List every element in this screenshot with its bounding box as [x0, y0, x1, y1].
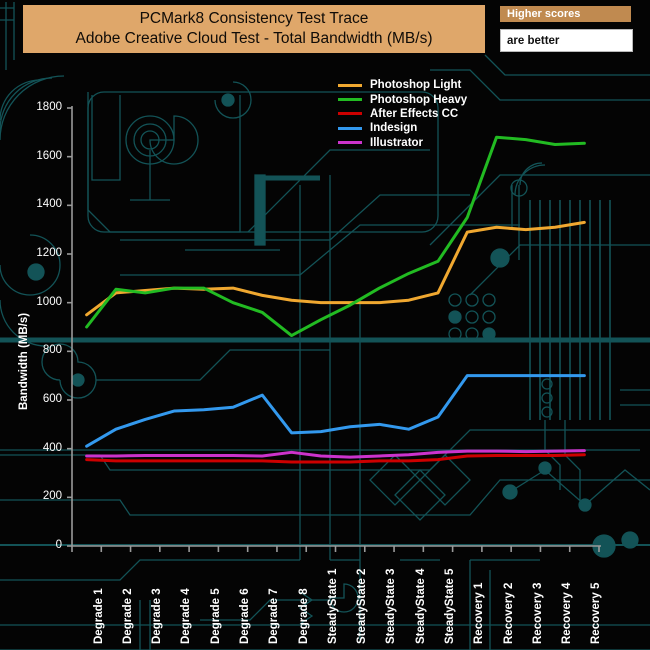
x-axis-tick-label: Recovery 3	[531, 582, 544, 644]
series-line-indesign	[85, 374, 586, 448]
legend-color-swatch	[338, 98, 362, 102]
y-axis-tick-label: 1400	[36, 198, 62, 211]
legend-item: Photoshop Heavy	[338, 92, 467, 106]
x-axis-tick-label: Degrade 2	[121, 588, 134, 644]
x-axis-tick-label: Recovery 1	[473, 582, 486, 644]
series-line-after-effects-cc	[85, 453, 586, 464]
x-axis-tick-label: Degrade 7	[268, 588, 281, 644]
chart-legend: Photoshop Light Photoshop Heavy After Eff…	[338, 78, 467, 150]
y-axis-tick-label: 0	[55, 539, 62, 551]
chart-axis-lines	[71, 106, 601, 547]
y-axis-tick-label: 1000	[36, 295, 62, 308]
legend-item: After Effects CC	[338, 107, 467, 121]
status-badge-sublabel: are better	[507, 34, 560, 47]
legend-item-label: Illustrator	[370, 136, 424, 149]
page-title-line1: PCMark8 Consistency Test Trace	[139, 10, 369, 27]
x-axis-tick-label: Degrade 6	[239, 588, 252, 644]
x-axis-tick-label: SteadyState 2	[356, 568, 369, 644]
legend-item-label: Indesign	[370, 122, 418, 135]
page-title-line2: Adobe Creative Cloud Test - Total Bandwi…	[75, 30, 433, 47]
status-badge-higher-scores: Higher scores	[500, 6, 631, 22]
series-line-photoshop-heavy	[85, 135, 586, 338]
legend-item-label: Photoshop Heavy	[370, 93, 468, 106]
x-axis-tick-label: Degrade 3	[151, 588, 164, 644]
x-axis-tick-label: SteadyState 1	[326, 568, 339, 644]
y-axis-tick-label: 1200	[36, 247, 62, 259]
legend-item: Indesign	[338, 121, 467, 135]
y-axis-tick-label: 600	[42, 393, 62, 405]
legend-item-label: After Effects CC	[370, 107, 459, 120]
x-axis-tick-label: Degrade 5	[209, 588, 222, 644]
y-axis-tick-label: 200	[42, 490, 62, 503]
status-badge-label: Higher scores	[507, 8, 581, 20]
legend-item: Illustrator	[338, 136, 467, 150]
legend-color-swatch	[338, 83, 362, 87]
x-axis-tick-label: Degrade 8	[297, 588, 310, 644]
y-axis-tick-label: 400	[42, 441, 62, 454]
x-axis-tick-label: SteadyState 4	[414, 568, 427, 644]
status-badge-are-better: are better	[500, 29, 633, 52]
series-line-photoshop-light	[85, 220, 586, 317]
legend-color-swatch	[338, 126, 362, 130]
legend-color-swatch	[338, 112, 362, 116]
x-axis-tick-label: Recovery 5	[590, 582, 603, 644]
y-axis-tick-label: 1600	[36, 149, 62, 162]
y-axis-tick-label: 1800	[36, 101, 62, 113]
legend-item: Photoshop Light	[338, 78, 467, 92]
y-axis-tick-label: 800	[42, 344, 62, 357]
x-axis-tick-label: Recovery 2	[502, 582, 515, 644]
legend-color-swatch	[338, 141, 362, 145]
series-line-illustrator	[85, 449, 586, 459]
chart-title-banner: PCMark8 Consistency Test Trace Adobe Cre…	[23, 5, 485, 53]
x-axis-tick-label: SteadyState 5	[443, 568, 456, 644]
x-axis-tick-label: Degrade 1	[92, 588, 105, 644]
legend-item-label: Photoshop Light	[370, 79, 462, 92]
x-axis-tick-label: Degrade 4	[180, 588, 193, 644]
x-axis-tick-label: SteadyState 3	[385, 568, 398, 644]
x-axis-tick-label: Recovery 4	[561, 582, 574, 644]
